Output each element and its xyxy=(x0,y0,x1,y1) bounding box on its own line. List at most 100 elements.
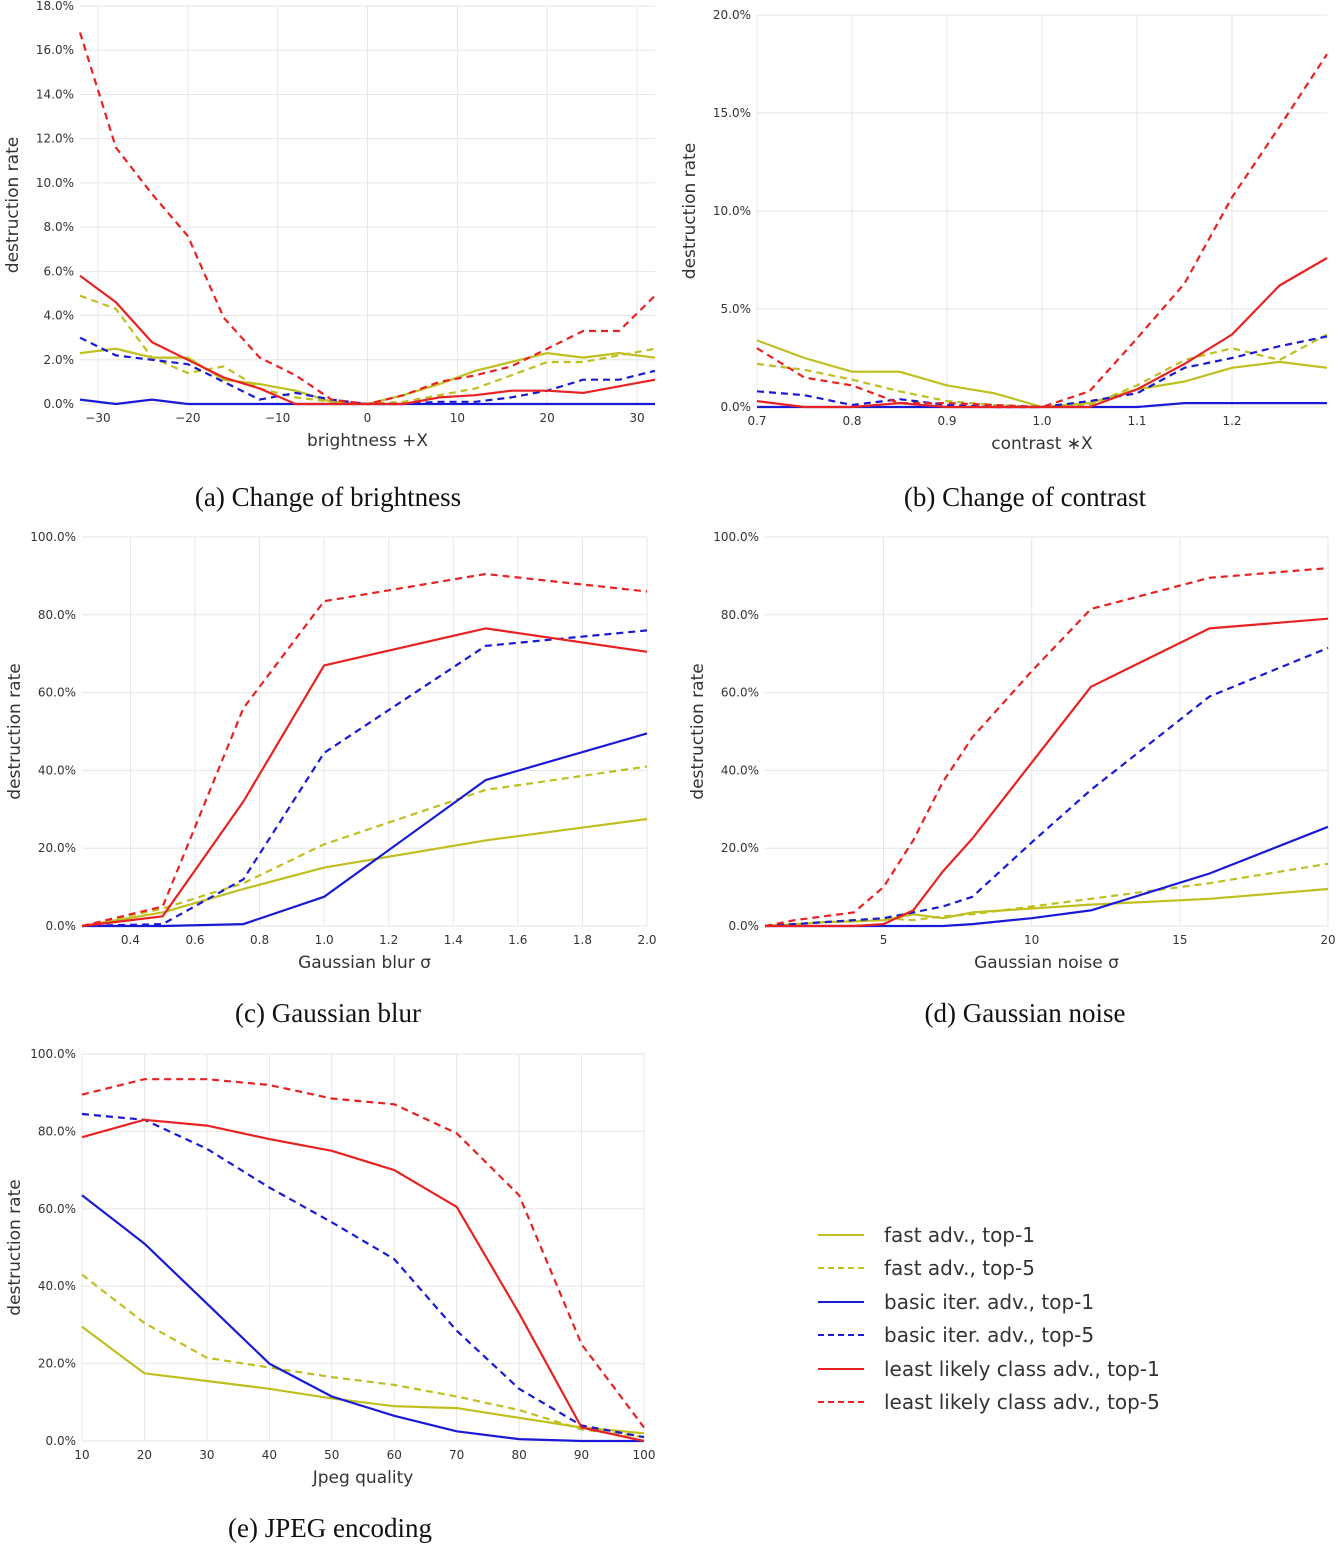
y-tick-label: 4.0% xyxy=(44,309,75,323)
y-tick-label: 6.0% xyxy=(44,264,75,278)
x-tick-label: 10 xyxy=(450,411,465,425)
series-line-ll_top5 xyxy=(81,572,648,928)
series-line-fast_top1 xyxy=(81,1325,645,1435)
series-line-iter_top1 xyxy=(82,732,648,928)
y-tick-label: 60.0% xyxy=(38,686,76,700)
y-tick-label: 5.0% xyxy=(721,302,752,316)
x-tick-label: 30 xyxy=(199,1448,214,1462)
legend-label: least likely class adv., top-1 xyxy=(884,1356,1160,1381)
series-line-iter_top5 xyxy=(756,335,1328,409)
series-line-ll_top1 xyxy=(81,1118,645,1443)
x-tick-label: 1.0 xyxy=(315,933,334,947)
x-tick-label: 0.8 xyxy=(250,933,269,947)
x-axis-label: contrast ∗X xyxy=(991,434,1093,454)
y-axis-label: destruction rate xyxy=(5,1179,25,1315)
legend-item: fast adv., top-5 xyxy=(818,1252,1160,1286)
x-tick-label: −30 xyxy=(85,411,110,425)
y-tick-label: 8.0% xyxy=(44,220,75,234)
y-axis-label: destruction rate xyxy=(5,663,25,799)
x-axis-label: Jpeg quality xyxy=(312,1468,414,1488)
x-tick-label: 90 xyxy=(574,1448,589,1462)
y-tick-label: 0.0% xyxy=(729,919,760,933)
chart-panel-blur: 0.0% 20.0% 40.0% 60.0% 80.0% 100.0% 0.4 0.6 0.8 1… xyxy=(0,0,670,990)
legend-item: basic iter. adv., top-1 xyxy=(818,1285,1160,1319)
x-tick-label: 0.9 xyxy=(937,414,956,428)
x-tick-label: 0.8 xyxy=(842,414,861,428)
y-axis-label: destruction rate xyxy=(680,143,700,279)
legend-swatch xyxy=(818,1233,864,1236)
x-tick-label: 10 xyxy=(1024,933,1039,947)
caption-noise: (d) Gaussian noise xyxy=(924,998,1126,1028)
x-tick-label: −10 xyxy=(265,411,290,425)
x-tick-label: 1.0 xyxy=(1032,414,1051,428)
y-tick-label: 15.0% xyxy=(713,106,751,120)
chart-panel-brightness: 0.0% 2.0% 4.0% 6.0% 8.0% 10.0% 12.0% 14.0% 16.0%… xyxy=(0,0,670,470)
series-line-ll_top5 xyxy=(78,32,656,406)
series-line-iter_top1 xyxy=(81,1194,644,1443)
chart-svg: 0.0% 20.0% 40.0% 60.0% 80.0% 100.0% 10 20 30 40 50… xyxy=(5,1047,656,1488)
x-tick-label: 30 xyxy=(629,411,644,425)
y-tick-label: 10.0% xyxy=(713,204,751,218)
x-tick-label: 1.2 xyxy=(379,933,398,947)
x-tick-label: 20 xyxy=(1320,933,1335,947)
legend-swatch xyxy=(818,1267,864,1270)
x-tick-label: 20 xyxy=(137,1448,152,1462)
y-tick-label: 60.0% xyxy=(38,1202,76,1216)
series-line-ll_top1 xyxy=(81,627,648,928)
x-tick-label: 2.0 xyxy=(637,933,656,947)
y-tick-label: 80.0% xyxy=(38,1124,76,1138)
chart-svg: 0.0% 2.0% 4.0% 6.0% 8.0% 10.0% 12.0% 14.0% 16.0%… xyxy=(3,0,656,451)
legend-item: basic iter. adv., top-5 xyxy=(818,1319,1160,1353)
y-tick-label: 0.0% xyxy=(46,1434,77,1448)
y-tick-label: 20.0% xyxy=(38,841,76,855)
y-axis-label: destruction rate xyxy=(3,137,23,273)
x-tick-label: −20 xyxy=(175,411,200,425)
chart-panel-noise: 0.0% 20.0% 40.0% 60.0% 80.0% 100.0% 5 10 15 20 Gau… xyxy=(688,530,1336,973)
x-tick-label: 50 xyxy=(324,1448,339,1462)
legend-label: fast adv., top-1 xyxy=(884,1222,1035,1247)
chart-svg: 0.0% 20.0% 40.0% 60.0% 80.0% 100.0% 5 10 15 20 Gau… xyxy=(688,530,1336,973)
chart-svg: 0.0% 20.0% 40.0% 60.0% 80.0% 100.0% 0.4 0.6 0.8 1… xyxy=(5,530,657,973)
chart-svg: 0.0% 5.0% 10.0% 15.0% 20.0% 0.7 0.8 0.9 1.0 1.1 1.… xyxy=(680,8,1328,454)
caption-contrast: (b) Change of contrast xyxy=(903,482,1147,512)
y-tick-label: 100.0% xyxy=(30,1047,76,1061)
x-tick-label: 70 xyxy=(449,1448,464,1462)
x-tick-label: 0.4 xyxy=(121,933,140,947)
legend-swatch xyxy=(818,1334,864,1337)
y-tick-label: 40.0% xyxy=(38,763,76,777)
x-tick-label: 60 xyxy=(387,1448,402,1462)
y-axis-label: destruction rate xyxy=(688,663,708,799)
legend: fast adv., top-1 fast adv., top-5 basic … xyxy=(818,1218,1160,1419)
legend-swatch xyxy=(818,1401,864,1404)
y-tick-label: 20.0% xyxy=(713,8,751,22)
series-line-ll_top5 xyxy=(81,1078,645,1429)
y-tick-label: 0.0% xyxy=(44,397,75,411)
y-tick-label: 20.0% xyxy=(38,1357,76,1371)
y-tick-label: 16.0% xyxy=(36,43,74,57)
legend-label: basic iter. adv., top-1 xyxy=(884,1289,1095,1314)
series-line-iter_top1 xyxy=(765,825,1329,928)
x-tick-label: 100 xyxy=(633,1448,656,1462)
caption-brightness: (a) Change of brightness xyxy=(194,482,462,512)
y-tick-label: 80.0% xyxy=(721,608,759,622)
caption-blur: (c) Gaussian blur xyxy=(235,998,421,1028)
legend-swatch xyxy=(818,1300,864,1303)
series-line-fast_top5 xyxy=(81,1273,645,1439)
y-tick-label: 10.0% xyxy=(36,176,74,190)
x-tick-label: 5 xyxy=(880,933,888,947)
y-tick-label: 14.0% xyxy=(36,87,74,101)
y-tick-label: 100.0% xyxy=(30,530,76,544)
series-line-ll_top1 xyxy=(756,257,1328,409)
legend-item: fast adv., top-1 xyxy=(818,1218,1160,1252)
y-tick-label: 18.0% xyxy=(36,0,74,13)
x-tick-label: 0.7 xyxy=(747,414,766,428)
series-line-ll_top1 xyxy=(765,617,1329,928)
y-tick-label: 100.0% xyxy=(713,530,759,544)
x-tick-label: 80 xyxy=(511,1448,526,1462)
y-tick-label: 40.0% xyxy=(721,763,759,777)
series-line-ll_top5 xyxy=(764,567,1329,928)
y-tick-label: 60.0% xyxy=(721,686,759,700)
legend-item: least likely class adv., top-5 xyxy=(818,1386,1160,1420)
series-line-iter_top5 xyxy=(764,646,1329,928)
x-tick-label: 15 xyxy=(1172,933,1187,947)
